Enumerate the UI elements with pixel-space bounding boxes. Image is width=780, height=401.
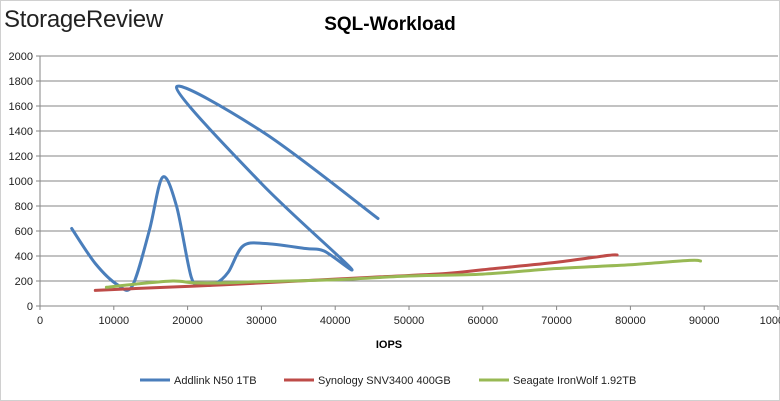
x-tick-label: 10000 [99, 315, 130, 327]
legend: Addlink N50 1TB Synology SNV3400 400GB Sea… [140, 375, 636, 387]
y-tick-label: 400 [15, 251, 33, 263]
series-line-2 [104, 258, 702, 289]
x-tick-label: 0 [37, 315, 43, 327]
x-tick-label: 30000 [246, 315, 277, 327]
x-tick-label: 40000 [320, 315, 351, 327]
x-tick-label: 20000 [172, 315, 203, 327]
legend-label: Seagate IronWolf 1.92TB [513, 375, 636, 387]
y-tick-label: 1600 [9, 101, 33, 113]
x-tick-labels: 0 10000 20000 30000 40000 50000 60000 70000 8000… [37, 315, 780, 327]
x-tick-label: 100000 [760, 315, 780, 327]
x-tick-label: 80000 [615, 315, 646, 327]
y-tick-label: 2000 [9, 51, 33, 63]
y-tick-label: 800 [15, 201, 33, 213]
axes [39, 56, 778, 307]
series-lines [70, 84, 702, 292]
legend-label: Addlink N50 1TB [174, 375, 257, 387]
series-line-0 [70, 84, 380, 292]
storagereview-logo: StorageReview [4, 6, 163, 33]
x-tick-label: 70000 [541, 315, 572, 327]
chart-title: SQL-Workload [324, 14, 456, 35]
series-line-1 [93, 253, 619, 292]
y-tick-label: 200 [15, 276, 33, 288]
y-tick-label: 1200 [9, 151, 33, 163]
x-axis-title: IOPS [376, 339, 402, 351]
y-tick-label: 1400 [9, 126, 33, 138]
legend-label: Synology SNV3400 400GB [318, 375, 451, 387]
x-tick-label: 90000 [689, 315, 720, 327]
gridlines [36, 55, 779, 310]
x-tick-label: 50000 [394, 315, 425, 327]
y-tick-label: 1800 [9, 76, 33, 88]
y-tick-label: 600 [15, 226, 33, 238]
x-tick-label: 60000 [468, 315, 499, 327]
y-tick-labels: 0 200 400 600 800 1000 1200 1400 1600 1800 2000 [9, 51, 33, 313]
y-tick-label: 0 [27, 301, 33, 313]
y-tick-label: 1000 [9, 176, 33, 188]
